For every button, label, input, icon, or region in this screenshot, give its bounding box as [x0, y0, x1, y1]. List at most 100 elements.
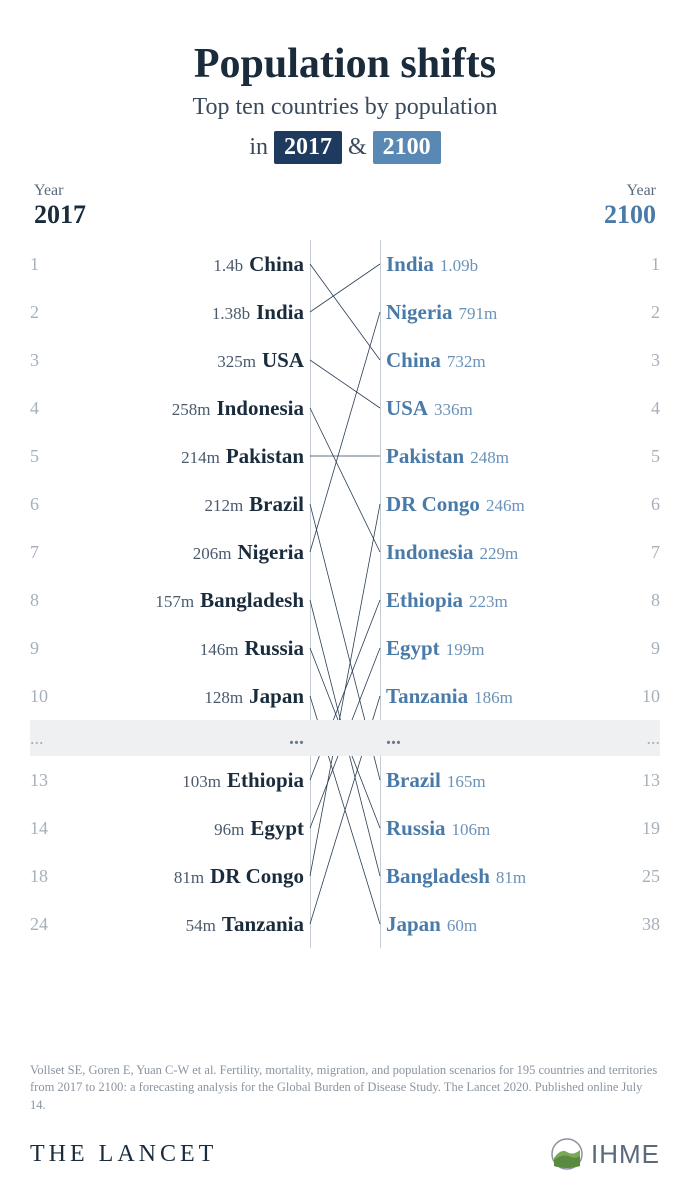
rank-right: 3: [634, 350, 660, 371]
right-cell: ...: [380, 727, 660, 750]
right-cell: USA336m: [380, 396, 660, 421]
rank-left: 3: [30, 350, 56, 371]
mid-gap: [310, 804, 380, 852]
country-left: USA: [262, 348, 304, 373]
population-left: 1.38b: [212, 304, 250, 324]
mid-gap: [310, 576, 380, 624]
ihme-text: IHME: [591, 1139, 660, 1170]
header-right: Year 2100: [604, 182, 656, 230]
rank-left: 1: [30, 254, 56, 275]
mid-gap: [310, 240, 380, 288]
population-right: 81m: [496, 868, 526, 888]
rank-left: 2: [30, 302, 56, 323]
right-cell: Pakistan248m: [380, 444, 660, 469]
mid-gap: [310, 288, 380, 336]
population-right: 60m: [447, 916, 477, 936]
rank-left: 10: [30, 686, 56, 707]
logo-row: THE LANCET IHME: [30, 1138, 660, 1170]
ellipsis-right: ...: [386, 727, 401, 750]
population-left: 157m: [155, 592, 194, 612]
chart-rows: 11.4bChinaIndia1.09b121.38bIndiaNigeria7…: [30, 240, 660, 948]
right-cell: DR Congo246m: [380, 492, 660, 517]
population-left: 258m: [172, 400, 211, 420]
right-cell: Nigeria791m: [380, 300, 660, 325]
population-right: 336m: [434, 400, 473, 420]
right-cell: Egypt199m: [380, 636, 660, 661]
population-left: 146m: [200, 640, 239, 660]
country-right: Japan: [386, 912, 441, 937]
right-cell: Bangladesh 81m: [380, 864, 660, 889]
country-right: Bangladesh: [386, 864, 490, 889]
table-row: 6212mBrazilDR Congo246m6: [30, 480, 660, 528]
right-cell: Japan 60m: [380, 912, 660, 937]
left-cell: 214m Pakistan: [30, 444, 310, 469]
table-row: 11.4bChinaIndia1.09b1: [30, 240, 660, 288]
badge-2100: 2100: [373, 131, 441, 164]
footer: Vollset SE, Goren E, Yuan C-W et al. Fer…: [30, 1062, 660, 1171]
table-row: 4258mIndonesiaUSA336m4: [30, 384, 660, 432]
table-row: 13103mEthiopiaBrazil165m13: [30, 756, 660, 804]
badge-2017: 2017: [274, 131, 342, 164]
table-row: 10128mJapanTanzania186m10: [30, 672, 660, 720]
left-cell: 96mEgypt: [30, 816, 310, 841]
country-right: India: [386, 252, 434, 277]
country-left: Brazil: [249, 492, 304, 517]
population-right: 186m: [474, 688, 513, 708]
mid-gap: [310, 480, 380, 528]
right-cell: Indonesia229m: [380, 540, 660, 565]
country-left: China: [249, 252, 304, 277]
left-cell: 258mIndonesia: [30, 396, 310, 421]
left-cell: 81mDR Congo: [30, 864, 310, 889]
rank-right: 5: [634, 446, 660, 467]
header-left: Year 2017: [34, 182, 86, 230]
rank-left: 9: [30, 638, 56, 659]
mid-gap: [310, 900, 380, 948]
mid-gap: [310, 432, 380, 480]
rank-left: 7: [30, 542, 56, 563]
left-cell: ...: [30, 727, 310, 750]
mid-gap: [310, 336, 380, 384]
rank-right: 2: [634, 302, 660, 323]
table-row: 1881mDR Congo Bangladesh 81m 25: [30, 852, 660, 900]
table-row: 7206mNigeriaIndonesia229m7: [30, 528, 660, 576]
country-left: Ethiopia: [227, 768, 304, 793]
table-row: 2454mTanzaniaJapan60m38: [30, 900, 660, 948]
population-left: 214m: [181, 448, 220, 468]
mid-gap: [310, 528, 380, 576]
country-left: Pakistan: [226, 444, 304, 469]
population-right: 165m: [447, 772, 486, 792]
country-left: Japan: [249, 684, 304, 709]
rank-right: 25: [634, 866, 660, 887]
rank-right: 38: [634, 914, 660, 935]
population-left: 1.4b: [213, 256, 243, 276]
population-right: 791m: [458, 304, 497, 324]
header-right-label: Year: [604, 182, 656, 200]
right-cell: Russia 106m: [380, 816, 660, 841]
infographic-page: Population shifts Top ten countries by p…: [0, 0, 690, 1200]
population-left: 81m: [174, 868, 204, 888]
table-row: 5214mPakistanPakistan248m5: [30, 432, 660, 480]
rank-left: 8: [30, 590, 56, 611]
column-headers: Year 2017 Year 2100: [30, 182, 660, 230]
population-right: 246m: [486, 496, 525, 516]
country-right: Tanzania: [386, 684, 468, 709]
slope-chart: 11.4bChinaIndia1.09b121.38bIndiaNigeria7…: [30, 240, 660, 948]
country-right: China: [386, 348, 441, 373]
left-cell: 325mUSA: [30, 348, 310, 373]
rank-left: 18: [30, 866, 56, 887]
mid-gap: [310, 672, 380, 720]
right-cell: Tanzania 186m: [380, 684, 660, 709]
country-left: Egypt: [250, 816, 304, 841]
country-right: Russia: [386, 816, 446, 841]
ellipsis-left: ...: [289, 727, 304, 750]
rank-right: 7: [634, 542, 660, 563]
country-left: Nigeria: [238, 540, 304, 565]
population-right: 248m: [470, 448, 509, 468]
right-cell: Ethiopia223m: [380, 588, 660, 613]
country-left: Bangladesh: [200, 588, 304, 613]
population-right: 106m: [452, 820, 491, 840]
ihme-logo: IHME: [551, 1138, 660, 1170]
country-left: India: [256, 300, 304, 325]
rank-right: 6: [634, 494, 660, 515]
mid-gap: [310, 720, 380, 756]
